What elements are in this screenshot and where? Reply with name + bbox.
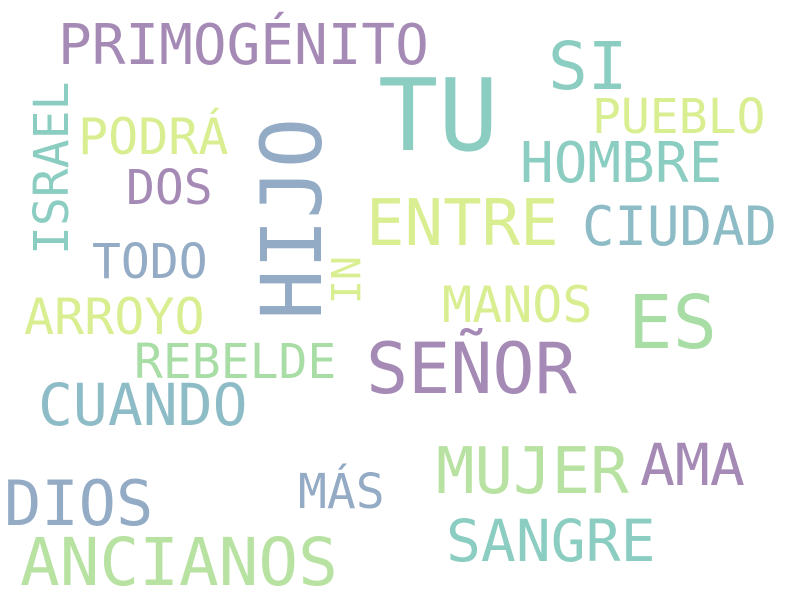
word-hombre: HOMBRE — [520, 131, 723, 196]
word-ni: NI — [321, 256, 367, 305]
word-ama: AMA — [640, 431, 745, 499]
word-dios: DIOS — [4, 467, 154, 540]
word-mas: MÁS — [298, 464, 385, 520]
word-primogenito: PRIMOGÉNITO — [58, 13, 429, 78]
word-senor: SEÑOR — [366, 328, 577, 410]
word-mujer: MUJER — [436, 435, 629, 509]
word-es: ES — [628, 280, 718, 366]
word-sangre: SANGRE — [446, 507, 656, 575]
word-rebelde: REBELDE — [134, 334, 337, 390]
word-arroyo: ARROYO — [24, 288, 205, 346]
word-todo: TODO — [92, 234, 208, 290]
word-cuando: CUANDO — [38, 371, 248, 439]
word-israel: ISRAEL — [24, 81, 80, 255]
word-podra: PODRÁ — [78, 108, 229, 166]
word-manos: MANOS — [442, 276, 593, 334]
word-ancianos: ANCIANOS — [20, 524, 338, 600]
word-dos: DOS — [126, 160, 213, 216]
word-entre: ENTRE — [366, 187, 559, 261]
word-pueblo: PUEBLO — [592, 89, 766, 145]
word-ciudad: CIUDAD — [582, 195, 778, 258]
word-tu: TU — [378, 57, 499, 174]
word-si: SI — [548, 28, 628, 105]
